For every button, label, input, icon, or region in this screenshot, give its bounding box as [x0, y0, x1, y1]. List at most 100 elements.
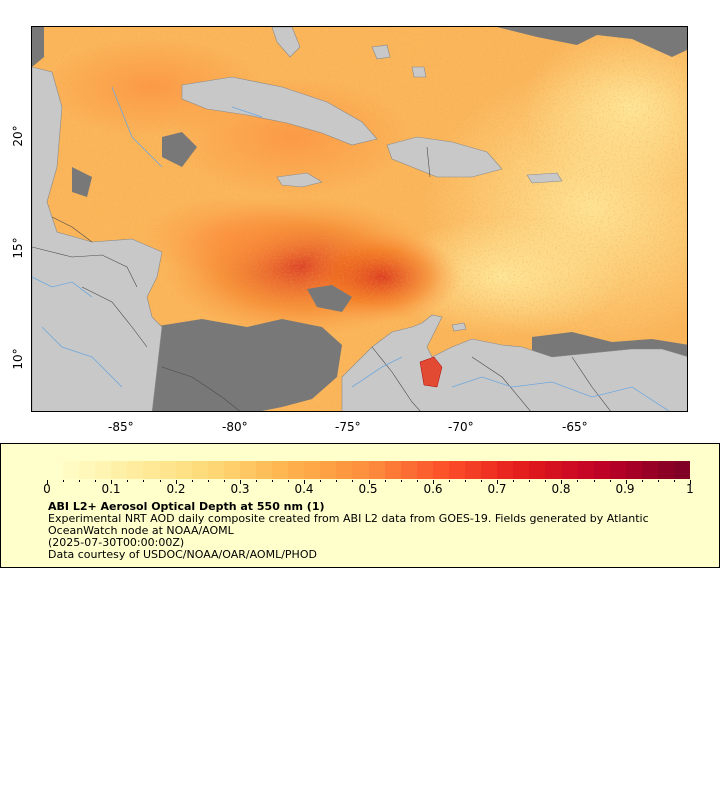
- lon-label-65w: -65°: [562, 420, 588, 434]
- colorbar-segment: [159, 461, 176, 479]
- lon-label-80w: -80°: [222, 420, 248, 434]
- colorbar-label-1: 1: [686, 482, 694, 496]
- colorbar-tick: [352, 480, 354, 482]
- colorbar-tick: [143, 480, 145, 482]
- colorbar-segment: [561, 461, 578, 479]
- colorbar-segment: [288, 461, 305, 479]
- colorbar-tick: [79, 480, 81, 482]
- colorbar-tick: [561, 480, 563, 484]
- colorbar-tick: [641, 480, 643, 482]
- colorbar-segment: [416, 461, 433, 479]
- colorbar-segment: [191, 461, 208, 479]
- colorbar-tick: [368, 480, 370, 484]
- colorbar-tick: [625, 480, 627, 484]
- aod-map-svg: [32, 27, 687, 411]
- lon-label-70w: -70°: [448, 420, 474, 434]
- colorbar-tick: [111, 480, 113, 484]
- lat-label-10n: 10°: [11, 348, 25, 370]
- legend-title: ABI L2+ Aerosol Optical Depth at 550 nm …: [48, 500, 325, 513]
- colorbar-tick: [432, 480, 434, 484]
- colorbar-label-0.2: 0.2: [166, 482, 186, 496]
- colorbar-label-0.3: 0.3: [230, 482, 250, 496]
- colorbar-tick: [593, 480, 595, 482]
- maracaibo-hotspot: [419, 356, 443, 388]
- colorbar-tick: [63, 480, 65, 482]
- colorbar-segment: [95, 461, 112, 479]
- colorbar-tick: [207, 480, 209, 482]
- colorbar-segment: [593, 461, 610, 479]
- legend-panel: 0 0.1 0.2 0.3 0.4 0.5 0.6 0.7 0.8 0.9 1 …: [0, 443, 720, 568]
- colorbar-tick: [272, 480, 274, 482]
- aod-field: [32, 27, 687, 411]
- colorbar-segment: [127, 461, 144, 479]
- map-panel[interactable]: [31, 26, 688, 412]
- colorbar-segment: [641, 461, 658, 479]
- colorbar-segment: [272, 461, 289, 479]
- colorbar-segment: [175, 461, 192, 479]
- colorbar-segment: [111, 461, 128, 479]
- lat-label-15n: 15°: [11, 237, 25, 259]
- lat-label-20n: 20°: [11, 125, 25, 147]
- colorbar-tick: [497, 480, 499, 484]
- colorbar-segment: [304, 461, 321, 479]
- colorbar-tick: [191, 480, 193, 482]
- colorbar-label-0.8: 0.8: [551, 482, 571, 496]
- colorbar-segment: [497, 461, 514, 479]
- legend-credit: Data courtesy of USDOC/NOAA/OAR/AOML/PHO…: [48, 548, 317, 561]
- colorbar-segment: [143, 461, 160, 479]
- colorbar-segment: [79, 461, 96, 479]
- colorbar-segment: [513, 461, 530, 479]
- colorbar-segment: [368, 461, 385, 479]
- colorbar-tick: [159, 480, 161, 482]
- colorbar-label-0.1: 0.1: [101, 482, 121, 496]
- colorbar-tick: [657, 480, 659, 482]
- colorbar-tick: [448, 480, 450, 482]
- colorbar-segment: [577, 461, 594, 479]
- legend-text: ABI L2+ Aerosol Optical Depth at 550 nm …: [48, 501, 688, 561]
- colorbar-tick: [577, 480, 579, 482]
- colorbar-segment: [609, 461, 626, 479]
- colorbar-segment: [674, 461, 691, 479]
- colorbar-segment: [207, 461, 224, 479]
- colorbar-tick: [239, 480, 241, 484]
- colorbar-segment: [223, 461, 240, 479]
- colorbar-segment: [545, 461, 562, 479]
- colorbar-tick: [255, 480, 257, 482]
- colorbar-segment: [256, 461, 273, 479]
- colorbar-tick: [513, 480, 515, 482]
- colorbar-segment: [384, 461, 401, 479]
- colorbar-segment: [432, 461, 449, 479]
- colorbar-segment: [47, 461, 64, 479]
- colorbar-segment: [352, 461, 369, 479]
- colorbar-segment: [529, 461, 546, 479]
- colorbar-segment: [481, 461, 498, 479]
- colorbar-label-0.9: 0.9: [615, 482, 635, 496]
- colorbar-tick: [384, 480, 386, 482]
- colorbar-segment: [465, 461, 482, 479]
- colorbar-tick: [545, 480, 547, 482]
- colorbar-tick: [223, 480, 225, 482]
- colorbar-tick: [673, 480, 675, 482]
- legend-description: Experimental NRT AOD daily composite cre…: [48, 512, 649, 537]
- colorbar-tick: [127, 480, 129, 482]
- colorbar-segment: [63, 461, 80, 479]
- colorbar-label-0.5: 0.5: [358, 482, 378, 496]
- colorbar-tick: [609, 480, 611, 482]
- legend-date: (2025-07-30T00:00:00Z): [48, 536, 185, 549]
- colorbar-tick: [690, 480, 691, 484]
- colorbar-tick: [95, 480, 97, 482]
- colorbar-tick: [175, 480, 177, 484]
- colorbar-tick: [304, 480, 306, 484]
- colorbar-tick: [320, 480, 322, 482]
- colorbar-segment: [448, 461, 466, 479]
- colorbar-tick: [400, 480, 402, 482]
- colorbar-label-0.4: 0.4: [294, 482, 314, 496]
- land-masses: [32, 27, 687, 411]
- lon-label-75w: -75°: [335, 420, 361, 434]
- colorbar-segment: [625, 461, 642, 479]
- colorbar-label-0: 0: [43, 482, 51, 496]
- colorbar-tick: [336, 480, 338, 482]
- colorbar-segment: [400, 461, 417, 479]
- lon-label-85w: -85°: [108, 420, 134, 434]
- colorbar-segment: [239, 461, 257, 479]
